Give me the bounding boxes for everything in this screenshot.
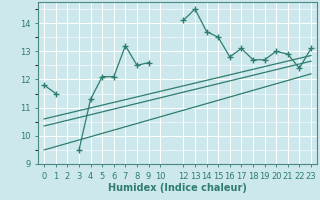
X-axis label: Humidex (Indice chaleur): Humidex (Indice chaleur) [108, 183, 247, 193]
